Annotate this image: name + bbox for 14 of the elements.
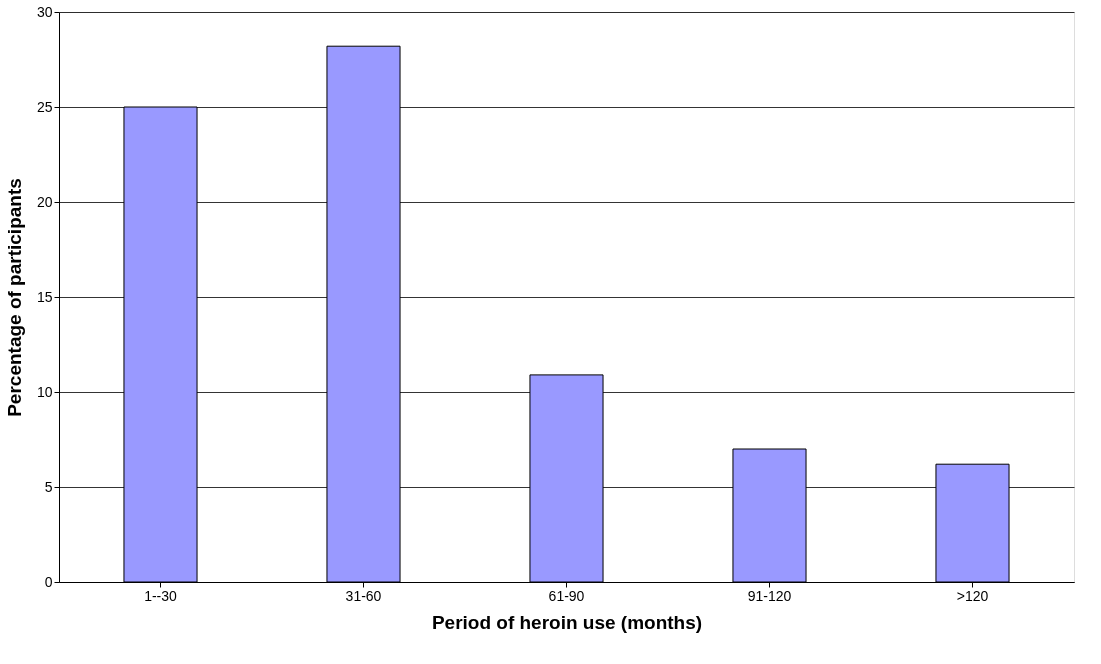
- x-axis-title: Period of heroin use (months): [431, 611, 703, 633]
- y-tick-label: 25: [36, 98, 53, 115]
- x-tick-label: 61-90: [548, 587, 585, 604]
- y-tick-label: 20: [36, 193, 53, 210]
- y-tick-label: 0: [44, 573, 53, 590]
- y-tick-label: 10: [36, 383, 53, 400]
- x-tick-label: 91-120: [747, 587, 792, 604]
- y-tick-label: 30: [36, 3, 53, 20]
- y-tick-label: 5: [44, 478, 53, 495]
- y-tick-label: 15: [36, 288, 53, 305]
- x-tick-label: 1--30: [144, 587, 178, 604]
- y-axis-title: Percentage of participants: [3, 178, 25, 417]
- x-tick-label: >120: [956, 587, 989, 604]
- x-tick-label: 31-60: [345, 587, 382, 604]
